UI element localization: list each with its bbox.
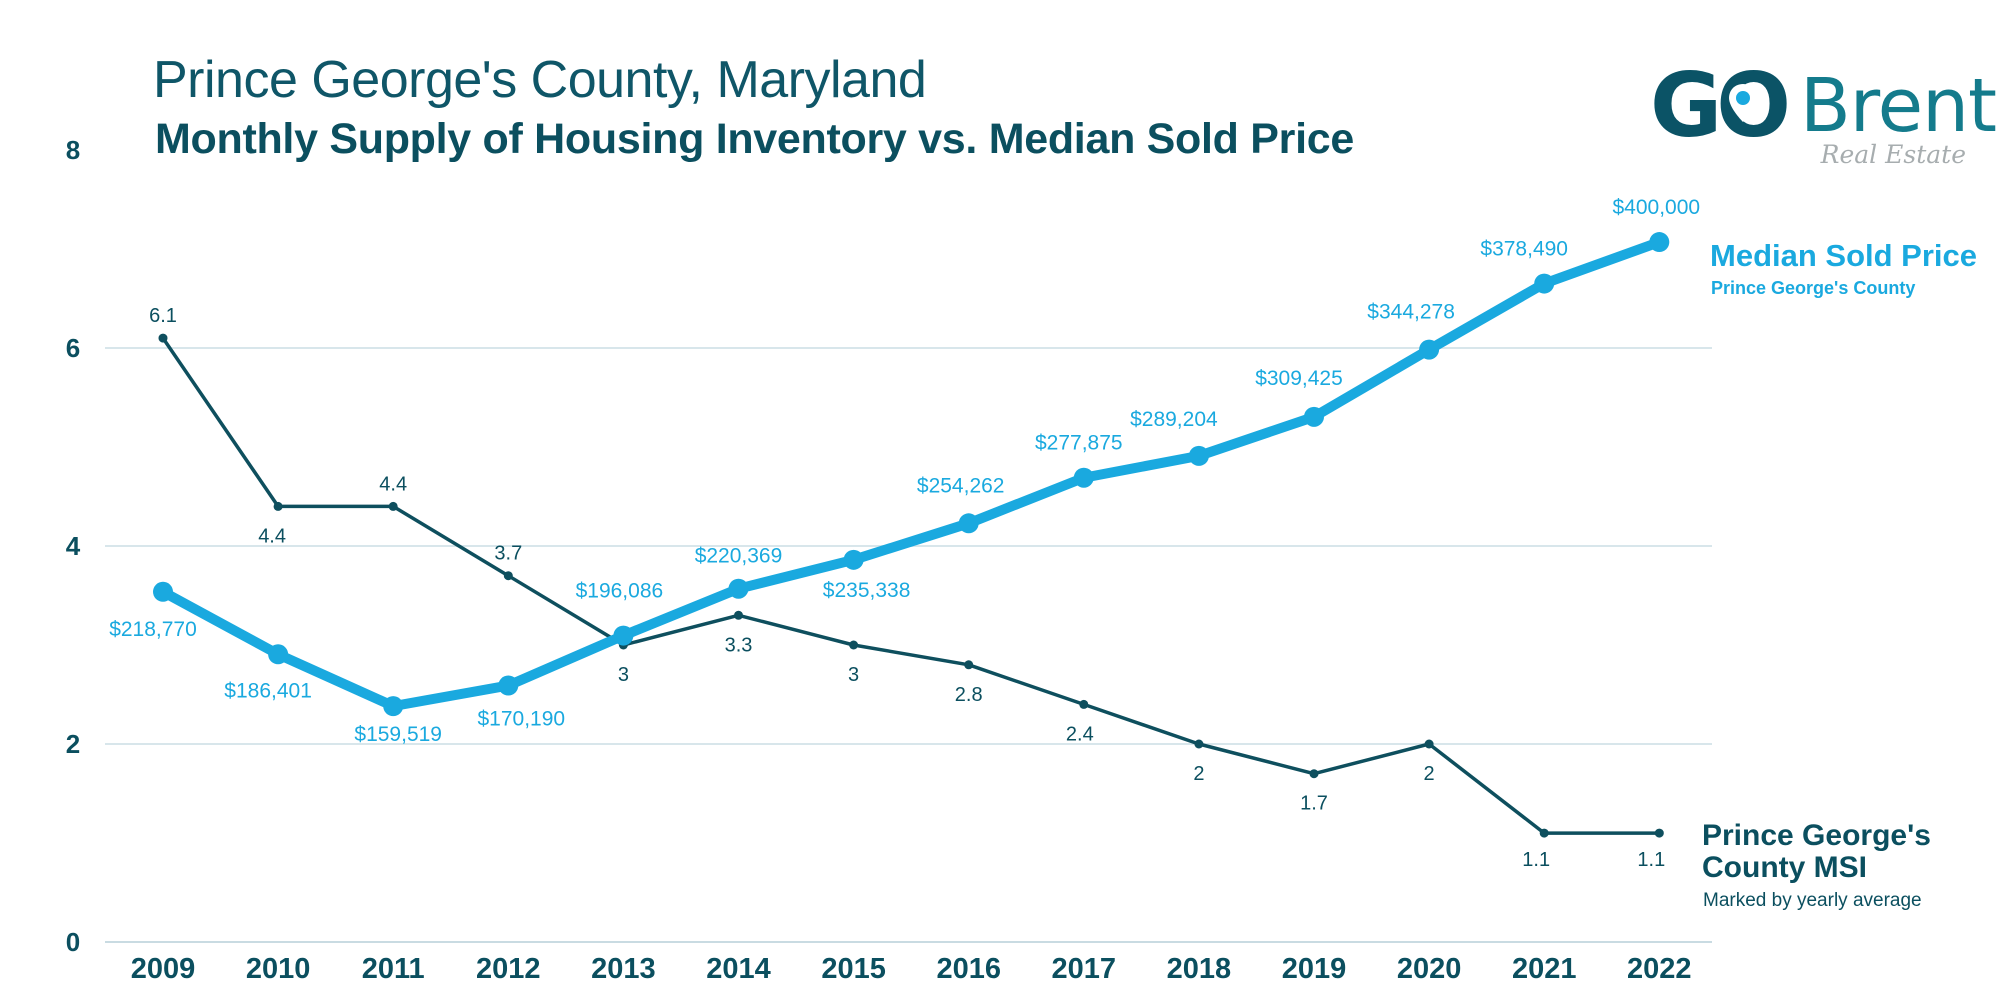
logo-tagline: Real Estate [1820,140,1966,169]
x-tick-label: 2017 [1052,953,1117,985]
price-data-label: $220,369 [695,545,783,568]
x-tick-label: 2014 [706,953,771,985]
price-data-label: $378,490 [1480,238,1568,261]
msi-data-label: 2.4 [1066,723,1094,745]
y-tick-label: 6 [66,333,80,363]
msi-data-label: 3.7 [494,543,522,565]
legend-msi-title-line2: County MSI [1702,851,1867,884]
msi-line [161,337,1660,835]
x-tick-label: 2015 [821,953,886,985]
price-data-label: $254,262 [917,474,1005,497]
price-point [843,549,864,570]
y-tick-label: 8 [66,135,80,165]
series-price [153,232,1670,717]
x-tick-label: 2021 [1512,953,1577,985]
chart-title-location: Prince George's County, Maryland [153,51,927,109]
data-labels: 6.1 4.4 4.4 3.7 3 3.3 3 2.8 2.4 2 1.7 2 1.1 1.1 $218,7… [109,196,1700,871]
msi-point [849,640,859,650]
price-point [498,675,519,696]
price-point [728,578,749,599]
chart-title: Monthly Supply of Housing Inventory vs. … [155,115,1354,163]
price-data-label: $289,204 [1130,408,1218,431]
price-point [153,581,173,602]
msi-data-label: 2 [1193,763,1204,785]
msi-point [388,501,398,511]
price-data-label: $196,086 [576,580,664,603]
y-tick-label: 2 [66,729,80,759]
price-point [1073,467,1094,488]
price-point [613,625,634,646]
price-data-label: $400,000 [1613,196,1701,219]
x-axis-ticks: 2009 2010 2011 2012 2013 2014 2015 2016 2017 2018… [131,953,1692,985]
price-data-label: $170,190 [478,708,566,731]
gobrent-logo: GO Brent Real Estate [1650,54,1997,172]
logo-mark: GO [1650,54,1791,157]
price-point [1304,406,1324,427]
legend-msi-title: Prince George's County MSI [1702,820,1931,884]
price-data-label: $344,278 [1367,301,1455,324]
msi-point [964,660,974,670]
legend-msi-title-line1: Prince George's [1702,819,1931,852]
msi-point [1539,828,1549,838]
msi-data-label: 3 [618,664,629,686]
msi-point [158,333,168,343]
price-data-label: $235,338 [823,579,911,602]
x-tick-label: 2013 [591,953,656,985]
price-data-label: $159,519 [354,723,442,746]
msi-data-label: 1.1 [1637,849,1665,871]
msi-data-label: 2.8 [955,684,983,706]
price-data-label: $309,425 [1255,367,1343,390]
x-tick-label: 2020 [1397,953,1462,985]
msi-point [734,610,743,620]
msi-data-label: 4.4 [379,473,407,495]
x-tick-label: 2016 [936,953,1001,985]
msi-point [1194,739,1204,749]
price-point [1419,339,1440,360]
y-tick-label: 0 [66,927,80,957]
price-point [1649,232,1670,253]
msi-point [503,571,513,581]
msi-point [1424,739,1434,749]
price-line [158,237,1665,712]
price-point [268,644,289,665]
x-tick-label: 2011 [362,953,425,985]
legend-msi-subtitle: Marked by yearly average [1703,890,1922,911]
logo-name: Brent [1800,63,1997,149]
x-tick-label: 2018 [1167,953,1232,985]
msi-point [273,501,283,511]
y-axis-ticks: 0 2 4 6 8 [66,135,81,957]
msi-data-label: 2 [1424,763,1435,785]
msi-data-label: 3.3 [725,634,753,656]
msi-data-label: 6.1 [149,305,177,327]
price-point [1534,273,1555,294]
msi-data-label: 1.7 [1300,793,1328,815]
msi-data-label: 1.1 [1522,849,1550,871]
price-point [383,696,404,717]
x-tick-label: 2009 [131,953,196,985]
gridlines [105,347,1712,943]
msi-point [1079,699,1089,709]
x-tick-label: 2019 [1282,953,1347,985]
msi-point [1309,769,1319,779]
x-tick-label: 2012 [476,953,541,985]
legend-price-subtitle: Prince George's County [1711,278,1916,298]
series-msi [158,333,1664,838]
map-pin-icon [1729,84,1757,122]
msi-data-label: 3 [848,664,859,686]
legend-price-title: Median Sold Price [1710,238,1978,273]
price-data-label: $218,770 [109,618,197,641]
x-tick-label: 2022 [1627,953,1692,985]
price-data-label: $186,401 [224,679,312,702]
x-tick-label: 2010 [246,953,311,985]
price-data-label: $277,875 [1035,432,1123,455]
price-point [958,513,979,534]
price-point [1188,445,1209,466]
y-tick-label: 4 [66,531,81,561]
msi-point [1654,828,1664,838]
msi-data-label: 4.4 [258,525,286,547]
